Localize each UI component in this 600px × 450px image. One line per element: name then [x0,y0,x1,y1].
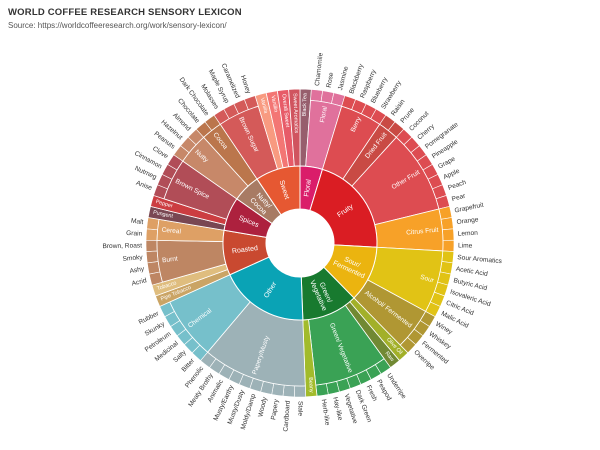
flavor-segment-herb-like[interactable] [315,383,329,397]
subcategory-label-cereal: Cereal [161,227,182,236]
flavor-label-apple: Apple [442,168,461,181]
flavor-label-stale: Stale [297,401,304,416]
subcategory-label-raw: Raw [384,351,395,363]
category-label-roasted: Roasted [232,245,259,255]
flavor-segment-lime[interactable] [442,239,455,252]
flavor-segment-brown-roast[interactable] [145,239,158,252]
flavor-segment-cardboard[interactable] [282,384,296,398]
subcategory-label-burnt: Burnt [162,255,179,264]
flavor-label-rose: Rose [326,72,336,89]
category-label-floral: Floral [303,178,313,197]
flavor-label-herb-like: Herb-like [320,399,331,426]
flavor-label-grape: Grape [437,155,457,170]
flavor-segment-lemon[interactable] [442,228,455,241]
flavor-label-orange: Orange [456,216,479,226]
flavor-label-chamomile: Chamomile [314,52,325,86]
subcategory-label-floral: Floral [319,105,329,123]
flavor-label-acetic-acid: Acetic Acid [455,266,488,278]
flavor-label-vegetative: Vegetative [343,393,359,425]
subcategory-label-beany: Beany [307,377,314,393]
flavor-label-hay-like: Hay-like [331,396,343,421]
subcategory-label-pepper: Pepper [155,199,174,210]
flavor-label-clove: Clove [151,145,169,160]
flavor-label-grapefruit: Grapefruit [454,202,484,215]
flavor-label-smoky: Smoky [122,254,143,263]
flavor-label-anise: Anise [135,180,153,192]
flavor-label-lemon: Lemon [458,230,479,238]
flavor-label-malt: Malt [131,218,144,227]
flavor-label-papery: Papery [270,398,280,420]
subcategory-label-sweet-aromatics: Sweet Aromatics [291,93,298,134]
flavor-segment-smoky[interactable] [145,250,159,264]
flavor-label-honey: Honey [239,75,252,96]
flavor-segment-stale[interactable] [293,385,307,398]
flavor-label-fresh: Fresh [365,384,379,403]
subcategory-label-vanillin: Vanillin [269,95,278,113]
subcategory-label-sour: Sour [419,274,435,285]
center-hole [266,209,334,277]
subcategory-label-citrus-fruit: Citrus Fruit [406,227,439,237]
flavor-label-pear: Pear [451,192,467,203]
flavor-label-acrid: Acrid [131,277,148,287]
flavor-label-woody: Woody [257,396,268,418]
subcategory-label-vanilla: Vanilla [259,97,269,114]
flavor-label-ashy: Ashy [129,266,145,275]
subcategory-label-overall-sweet: Overall Sweet [280,94,290,129]
flavor-label-grain: Grain [126,230,143,238]
flavor-segment-sour-aromatics[interactable] [441,250,455,264]
flavor-segment-chamomile[interactable] [310,89,324,102]
flavor-segment-orange[interactable] [440,217,454,231]
subcategory-label-tobacco: Tobacco [156,280,177,292]
flavor-label-sour-aromatics: Sour Aromatics [457,254,503,265]
flavor-label-lime: Lime [458,242,473,249]
subcategory-label-black-tea: Black Tea [302,93,309,116]
flavor-segment-grain[interactable] [145,228,158,241]
chart-title: WORLD COFFEE RESEARCH SENSORY LEXICON [8,7,242,18]
subcategory-label-pungent: Pungent [152,210,173,220]
flavor-label-cardboard: Cardboard [283,400,292,432]
flavor-label-peach: Peach [447,179,467,192]
chart-subtitle: Source: https://worldcoffeeresearch.org/… [8,21,227,30]
flavor-label-jasmine: Jasmine [337,65,350,91]
flavor-label-brown-roast: Brown, Roast [102,242,142,250]
